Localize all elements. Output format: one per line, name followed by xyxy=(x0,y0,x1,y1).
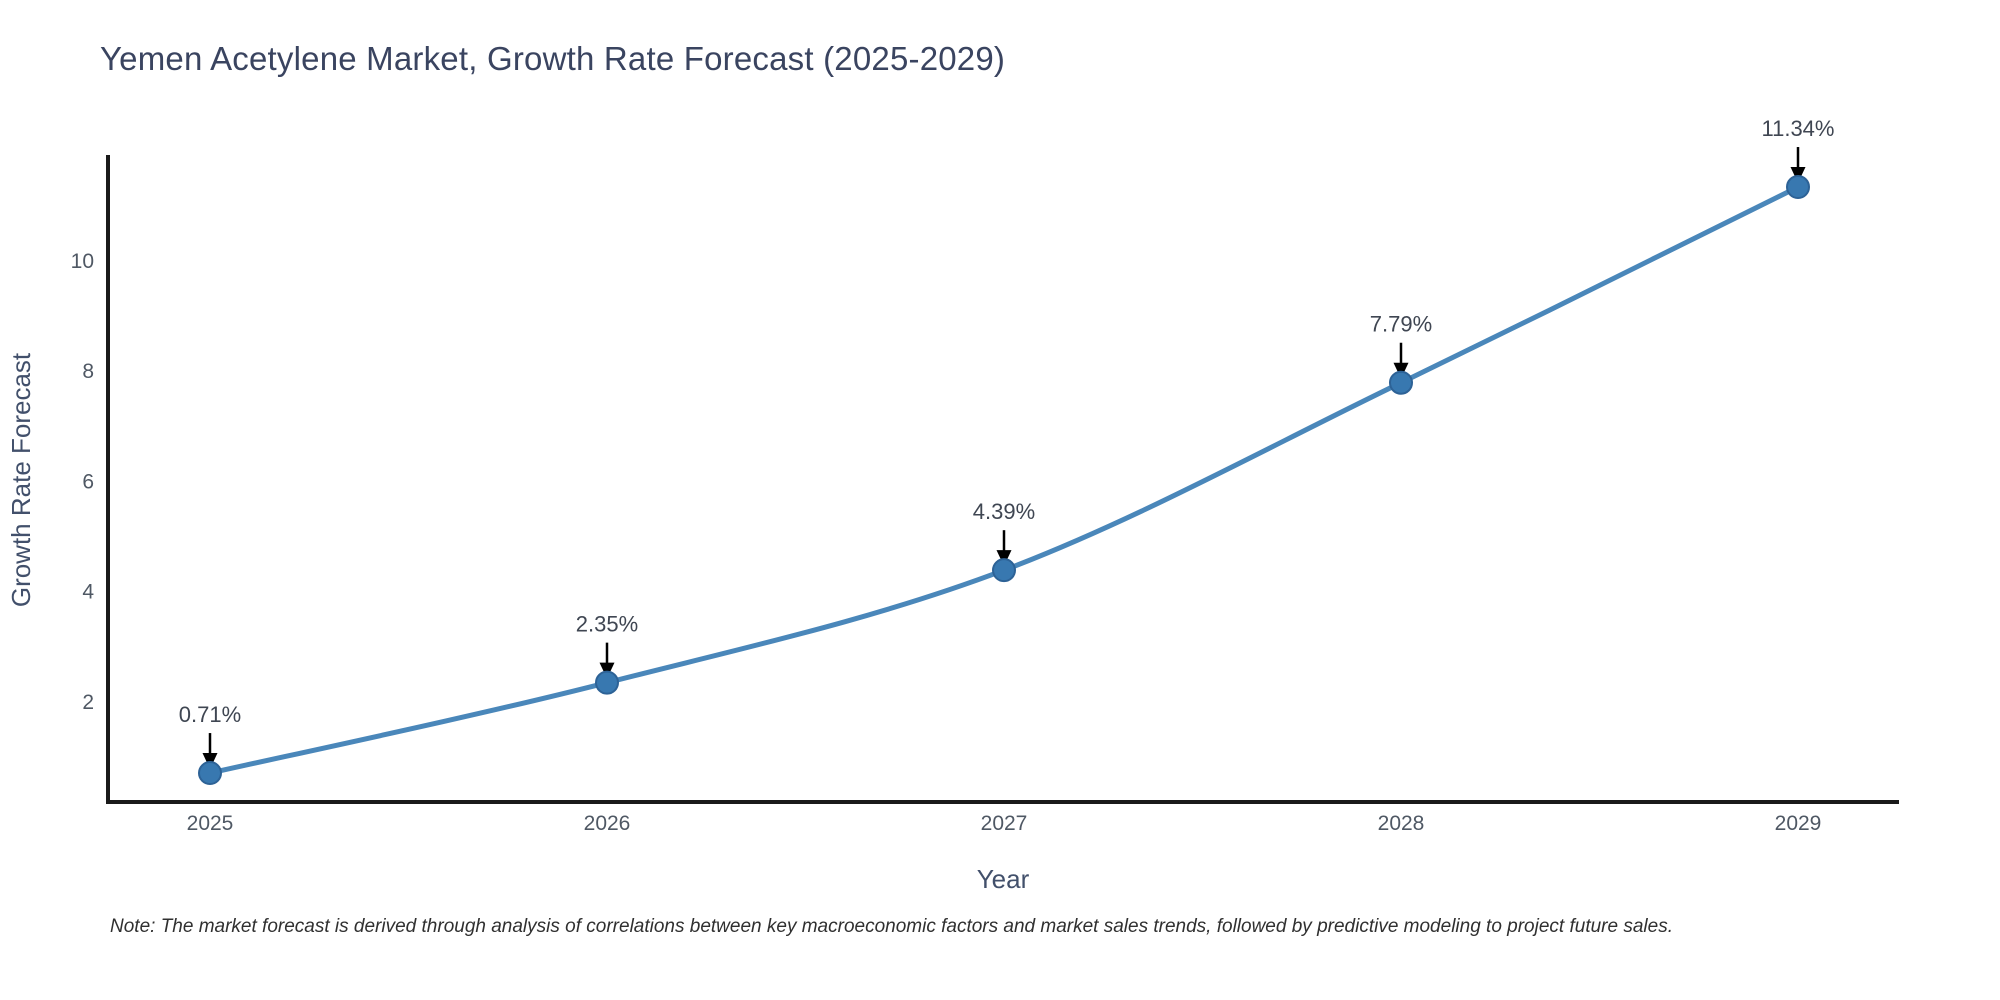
data-point-marker[interactable] xyxy=(1786,175,1810,200)
data-point-value-label: 4.39% xyxy=(973,499,1035,524)
data-point-value-label: 0.71% xyxy=(179,702,241,727)
y-tick-label: 4 xyxy=(82,581,94,604)
data-point-value-label: 11.34% xyxy=(1762,116,1835,141)
x-tick-label: 2025 xyxy=(187,812,234,835)
y-axis-title: Growth Rate Forecast xyxy=(6,352,36,607)
footnote-text: Note: The market forecast is derived thr… xyxy=(110,916,1673,937)
chart-title: Yemen Acetylene Market, Growth Rate Fore… xyxy=(100,40,1006,77)
y-tick-label: 10 xyxy=(71,250,94,273)
data-point-marker[interactable] xyxy=(1389,370,1413,395)
x-tick-label: 2027 xyxy=(981,812,1028,835)
data-point-marker[interactable] xyxy=(198,761,222,786)
x-tick-label: 2029 xyxy=(1775,812,1822,835)
x-tick-label: 2026 xyxy=(584,812,631,835)
data-point-marker[interactable] xyxy=(992,558,1016,583)
y-tick-label: 6 xyxy=(82,470,94,493)
y-tick-label: 2 xyxy=(82,691,94,714)
x-axis-title: Year xyxy=(977,864,1030,894)
growth-rate-line xyxy=(207,184,1801,776)
x-tick-label: 2028 xyxy=(1378,812,1425,835)
data-point-marker[interactable] xyxy=(595,670,619,695)
data-point-value-label: 7.79% xyxy=(1370,312,1432,337)
y-tick-label: 8 xyxy=(82,360,94,383)
data-point-value-label: 2.35% xyxy=(576,612,638,637)
